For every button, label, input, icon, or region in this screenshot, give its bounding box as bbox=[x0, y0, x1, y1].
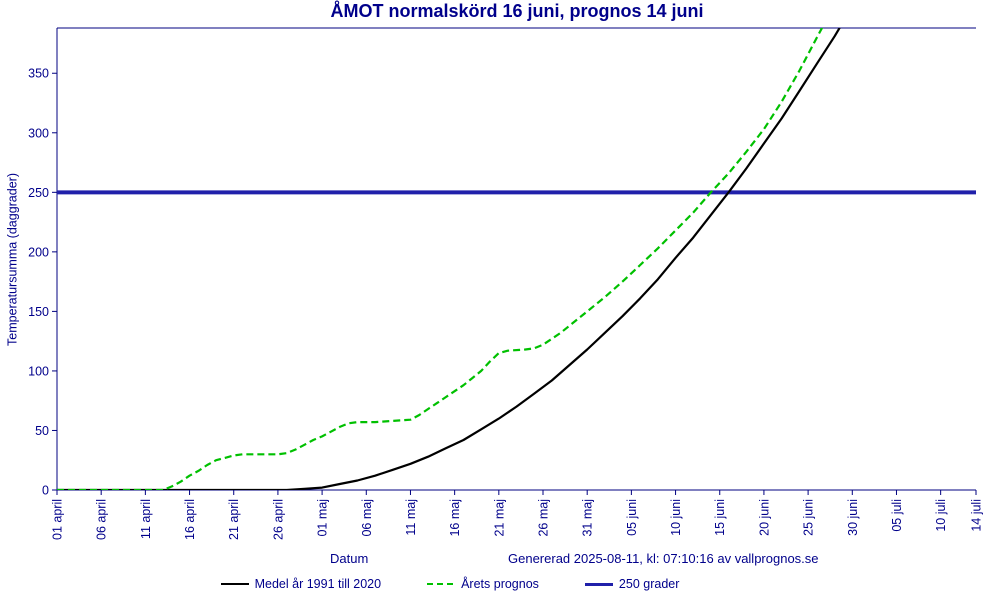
svg-text:100: 100 bbox=[28, 364, 49, 378]
svg-text:26 april: 26 april bbox=[271, 499, 285, 540]
generated-timestamp: Genererad 2025-08-11, kl: 07:10:16 av va… bbox=[508, 551, 819, 566]
svg-text:05 juli: 05 juli bbox=[890, 499, 904, 532]
legend-label-medel: Medel år 1991 till 2020 bbox=[254, 577, 382, 591]
svg-text:21 maj: 21 maj bbox=[492, 499, 506, 537]
svg-text:0: 0 bbox=[42, 484, 49, 498]
svg-text:14 juli: 14 juli bbox=[970, 499, 984, 532]
legend-item-threshold: 250 grader bbox=[584, 577, 680, 591]
legend-sample-prognos bbox=[427, 583, 456, 585]
svg-text:06 april: 06 april bbox=[95, 499, 109, 540]
svg-text:01 april: 01 april bbox=[51, 499, 65, 540]
svg-text:10 juni: 10 juni bbox=[669, 499, 683, 536]
svg-text:25 juni: 25 juni bbox=[802, 499, 816, 536]
svg-text:01 maj: 01 maj bbox=[316, 499, 330, 537]
svg-text:250: 250 bbox=[28, 186, 49, 200]
svg-text:200: 200 bbox=[28, 245, 49, 259]
svg-text:50: 50 bbox=[35, 424, 49, 438]
legend-item-medel: Medel år 1991 till 2020 bbox=[220, 577, 382, 591]
svg-text:300: 300 bbox=[28, 126, 49, 140]
svg-text:31 maj: 31 maj bbox=[581, 499, 595, 537]
svg-text:20 juni: 20 juni bbox=[757, 499, 771, 536]
chart-title: ÅMOT normalskörd 16 juni, prognos 14 jun… bbox=[330, 1, 704, 21]
svg-text:05 juni: 05 juni bbox=[625, 499, 639, 536]
x-axis-label: Datum bbox=[330, 551, 369, 566]
svg-text:16 april: 16 april bbox=[183, 499, 197, 540]
svg-text:150: 150 bbox=[28, 305, 49, 319]
svg-text:11 april: 11 april bbox=[139, 499, 153, 539]
svg-text:30 juni: 30 juni bbox=[846, 499, 860, 536]
svg-text:350: 350 bbox=[28, 67, 49, 81]
chart-legend: Medel år 1991 till 2020 Årets prognos 25… bbox=[0, 577, 945, 591]
svg-text:10 juli: 10 juli bbox=[934, 499, 948, 532]
svg-text:06 maj: 06 maj bbox=[360, 499, 374, 537]
legend-label-prognos: Årets prognos bbox=[461, 577, 539, 591]
svg-text:26 maj: 26 maj bbox=[537, 499, 551, 537]
legend-sample-medel bbox=[220, 583, 249, 585]
svg-text:15 juni: 15 juni bbox=[713, 499, 727, 536]
legend-item-prognos: Årets prognos bbox=[427, 577, 539, 591]
svg-text:11 maj: 11 maj bbox=[404, 499, 418, 536]
svg-text:21 april: 21 april bbox=[227, 499, 241, 540]
legend-sample-threshold bbox=[584, 582, 613, 586]
chart-svg: 0 50 100 150 200 250 300 350 01 april 06 april 11 … bbox=[28, 27, 984, 540]
svg-text:16 maj: 16 maj bbox=[448, 499, 462, 537]
legend-label-threshold: 250 grader bbox=[618, 577, 680, 591]
